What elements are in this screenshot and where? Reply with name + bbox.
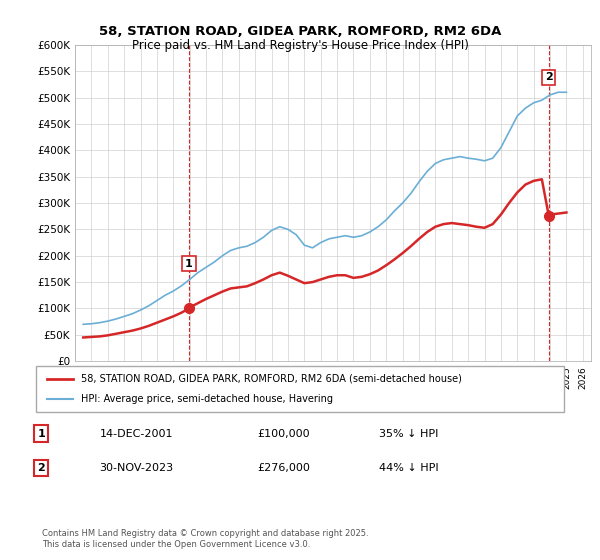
Text: £100,000: £100,000 bbox=[258, 429, 310, 439]
Text: £276,000: £276,000 bbox=[258, 463, 311, 473]
Text: 2: 2 bbox=[545, 72, 553, 82]
Text: 35% ↓ HPI: 35% ↓ HPI bbox=[379, 429, 439, 439]
Text: 1: 1 bbox=[185, 259, 193, 269]
Text: 1: 1 bbox=[37, 429, 45, 439]
Text: 44% ↓ HPI: 44% ↓ HPI bbox=[379, 463, 439, 473]
Text: Contains HM Land Registry data © Crown copyright and database right 2025.
This d: Contains HM Land Registry data © Crown c… bbox=[42, 529, 368, 549]
Text: 58, STATION ROAD, GIDEA PARK, ROMFORD, RM2 6DA (semi-detached house): 58, STATION ROAD, GIDEA PARK, ROMFORD, R… bbox=[81, 374, 462, 384]
Text: 30-NOV-2023: 30-NOV-2023 bbox=[100, 463, 173, 473]
Text: 2: 2 bbox=[37, 463, 45, 473]
Text: 14-DEC-2001: 14-DEC-2001 bbox=[100, 429, 173, 439]
Text: 58, STATION ROAD, GIDEA PARK, ROMFORD, RM2 6DA: 58, STATION ROAD, GIDEA PARK, ROMFORD, R… bbox=[99, 25, 501, 38]
FancyBboxPatch shape bbox=[36, 366, 564, 412]
Text: Price paid vs. HM Land Registry's House Price Index (HPI): Price paid vs. HM Land Registry's House … bbox=[131, 39, 469, 52]
Text: HPI: Average price, semi-detached house, Havering: HPI: Average price, semi-detached house,… bbox=[81, 394, 333, 404]
